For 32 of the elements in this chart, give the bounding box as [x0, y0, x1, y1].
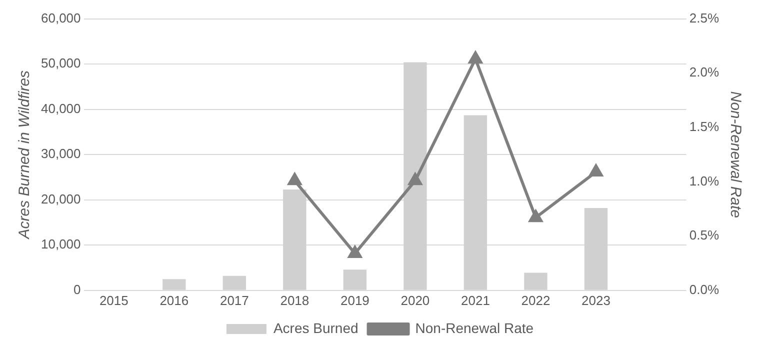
- y2-tick-label: 0.0%: [689, 282, 720, 297]
- y-axis-title: Acres Burned in Wildfires: [16, 70, 34, 240]
- y-tick-label: 50,000: [40, 56, 81, 71]
- y-tick-label: 30,000: [40, 146, 81, 162]
- y2-tick-label: 1.5%: [689, 119, 720, 134]
- y-tick-label: 10,000: [40, 236, 81, 252]
- y-tick-label: 20,000: [40, 191, 81, 206]
- y2-tick-label: 1.0%: [689, 173, 720, 188]
- legend-label: Acres Burned: [273, 320, 358, 336]
- y2-tick-label: 2.0%: [689, 64, 720, 80]
- x-tick-label: 2018: [280, 292, 310, 308]
- x-tick-label: 2022: [521, 292, 550, 308]
- y2-axis-title: Non-Renewal Rate: [726, 91, 744, 218]
- x-tick-label: 2021: [460, 292, 490, 308]
- y2-tick-label: 2.5%: [689, 10, 720, 26]
- x-tick-label: 2023: [582, 292, 610, 308]
- x-tick-label: 2015: [99, 292, 128, 308]
- point: [348, 246, 362, 258]
- legend-label: Non-Renewal Rate: [415, 320, 534, 336]
- x-tick-label: 2016: [160, 292, 189, 308]
- point: [589, 164, 603, 176]
- point: [288, 173, 302, 186]
- x-tick-label: 2019: [340, 292, 370, 308]
- y-tick-label: 40,000: [40, 100, 81, 116]
- y2-tick-label: 0.5%: [689, 228, 720, 243]
- y-tick-label: 0: [74, 282, 81, 297]
- point: [529, 210, 542, 222]
- point: [408, 173, 422, 186]
- x-tick-label: 2017: [220, 292, 249, 308]
- y-tick-label: 60,000: [40, 10, 81, 26]
- point: [468, 51, 482, 64]
- x-tick-label: 2020: [400, 292, 430, 308]
